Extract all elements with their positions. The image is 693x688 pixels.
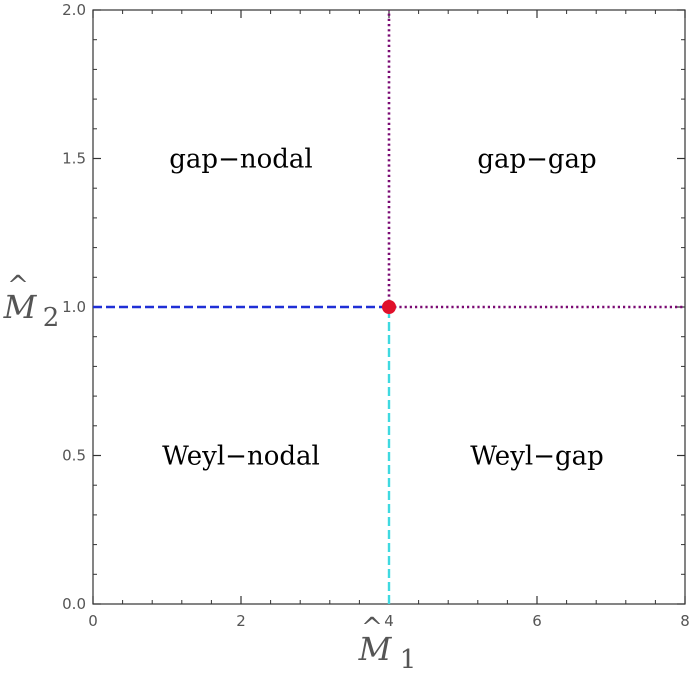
y-tick-label: 1.5	[62, 150, 86, 168]
region-label-1: gap−nodal	[169, 145, 312, 175]
x-axis-label: M ^ 1	[358, 613, 417, 675]
y-tick-label: 0.5	[62, 447, 86, 465]
region-labels-layer: gap−nodal gap−gap Weyl−nodal Weyl−gap	[162, 145, 604, 472]
x-tick-label: 8	[680, 612, 690, 630]
y-tick-label: 2.0	[62, 1, 86, 19]
x-tick-label: 0	[88, 612, 98, 630]
region-label-3: Weyl−nodal	[162, 442, 320, 472]
x-tick-label: 2	[236, 612, 246, 630]
x-axis-label-base: M	[358, 630, 393, 668]
region-label-4: Weyl−gap	[470, 442, 604, 472]
x-tick-label: 6	[532, 612, 542, 630]
y-axis-label: M ^ 2	[3, 271, 60, 333]
y-axis-label-base: M	[3, 288, 38, 326]
x-axis-label-subscript: 1	[400, 645, 417, 675]
y-tick-label: 0.0	[62, 595, 86, 613]
x-tick-label: 4	[384, 612, 394, 630]
y-tick-label: 1.0	[62, 298, 86, 316]
boundary-lines-layer	[93, 10, 685, 604]
region-label-2: gap−gap	[477, 145, 596, 175]
x-axis-hat: ^	[361, 613, 383, 643]
critical-point-marker	[382, 300, 396, 314]
y-axis-hat: ^	[7, 271, 29, 301]
y-axis-label-subscript: 2	[43, 303, 60, 333]
ticks-layer: 0 2 4 6 8 0.0 0.5 1.0 1.5 2.0	[62, 1, 690, 630]
